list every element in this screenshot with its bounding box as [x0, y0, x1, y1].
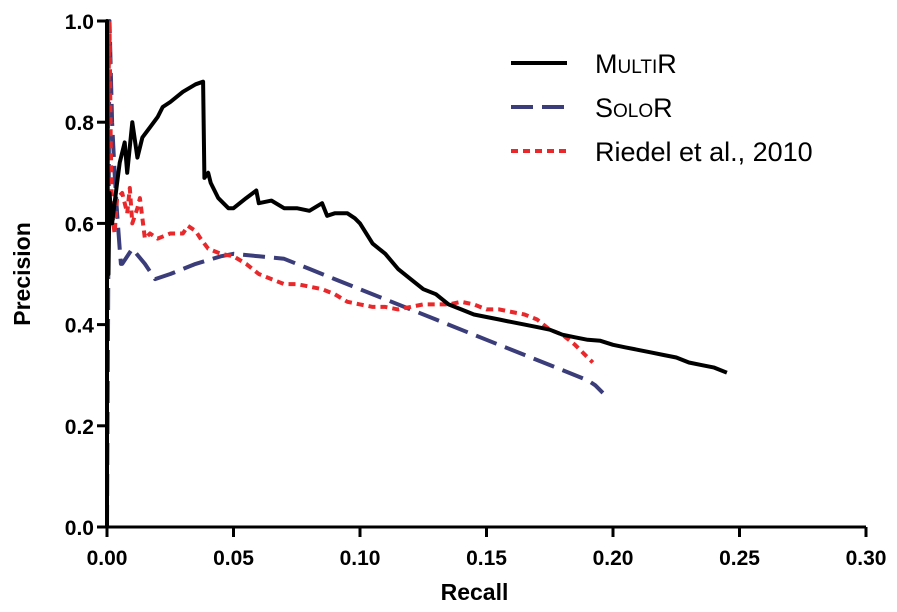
y-axis-title: Precision — [9, 222, 35, 326]
x-tick-label: 0.30 — [846, 547, 887, 570]
y-tick-label: 0.2 — [65, 416, 94, 439]
y-tick-label: 0.4 — [65, 315, 95, 338]
x-tick-label: 0.00 — [87, 547, 128, 570]
x-tick-label: 0.25 — [719, 547, 760, 570]
legend-label-part: OLO — [613, 101, 653, 122]
x-tick-label: 0.05 — [213, 547, 254, 570]
y-tick-label: 0.6 — [65, 213, 94, 236]
axes-layer — [97, 21, 866, 537]
x-axis-title: Recall — [441, 579, 509, 605]
legend-label-part: Riedel et al., 2010 — [595, 137, 813, 167]
legend-label: SOLOR — [595, 93, 673, 123]
x-tick-label: 0.15 — [466, 547, 507, 570]
series-layer — [105, 19, 728, 528]
legend-label-part: ULTI — [618, 57, 658, 78]
series-line-0 — [105, 19, 728, 527]
series-line-2 — [105, 19, 595, 364]
x-tick-label: 0.10 — [340, 547, 381, 570]
legend-label: Riedel et al., 2010 — [595, 137, 813, 167]
legend-label-part: R — [653, 93, 673, 123]
ticks-layer: 0.00 0.05 0.10 0.15 0.20 0.25 0.30 0.0 0.2 0.4 0.6… — [65, 11, 887, 570]
y-tick-label: 0.0 — [65, 517, 94, 540]
y-tick-label: 1.0 — [65, 11, 94, 34]
y-tick-label: 0.8 — [65, 112, 95, 135]
legend-label-part: S — [595, 93, 613, 123]
x-tick-label: 0.20 — [593, 547, 634, 570]
legend-label-part: M — [595, 49, 618, 79]
series-line-1 — [105, 19, 605, 528]
legend-label-part: R — [657, 49, 677, 79]
legend-label: MULTIR — [595, 49, 677, 79]
